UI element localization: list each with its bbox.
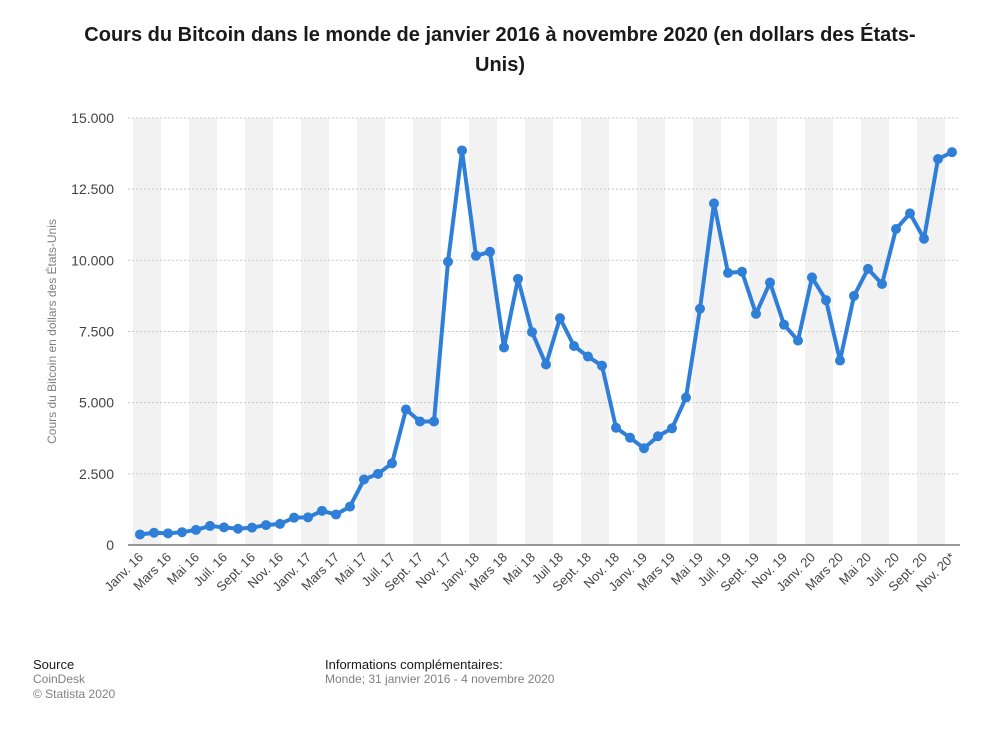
- data-point: [205, 520, 215, 531]
- data-point: [275, 518, 285, 529]
- data-point: [597, 360, 607, 371]
- y-tick-label: 7.500: [79, 324, 114, 340]
- data-point: [261, 520, 271, 531]
- data-point: [527, 327, 537, 338]
- data-point: [793, 335, 803, 346]
- data-point: [695, 303, 705, 314]
- y-tick-label: 10.000: [71, 252, 114, 268]
- data-point: [639, 443, 649, 454]
- data-point: [765, 277, 775, 288]
- y-tick-label: 15.000: [71, 110, 114, 126]
- data-point: [821, 295, 831, 306]
- data-point: [177, 527, 187, 538]
- data-point: [401, 404, 411, 415]
- data-point: [835, 355, 845, 366]
- data-point: [709, 198, 719, 209]
- data-point: [359, 474, 369, 485]
- data-point: [541, 359, 551, 370]
- data-point: [667, 423, 677, 434]
- data-point: [863, 263, 873, 274]
- y-tick-label: 0: [106, 537, 114, 553]
- data-point: [471, 250, 481, 261]
- data-point: [513, 273, 523, 284]
- data-point: [485, 246, 495, 257]
- y-axis-title: Cours du Bitcoin en dollars des États-Un…: [44, 219, 59, 444]
- data-point: [289, 512, 299, 523]
- data-point: [303, 512, 313, 523]
- data-point: [569, 341, 579, 352]
- data-point: [807, 272, 817, 283]
- data-point: [779, 319, 789, 330]
- data-point: [387, 458, 397, 469]
- data-point: [653, 431, 663, 442]
- info-heading: Informations complémentaires:: [325, 657, 503, 672]
- y-tick-label: 5.000: [79, 395, 114, 411]
- data-point: [345, 501, 355, 512]
- info-block: Informations complémentaires: Monde; 31 …: [325, 657, 554, 687]
- data-point: [135, 529, 145, 540]
- copyright-text: © Statista 2020: [33, 687, 116, 701]
- data-point: [219, 522, 229, 533]
- data-point: [919, 233, 929, 244]
- data-point: [317, 505, 327, 516]
- source-heading: Source: [33, 657, 75, 672]
- x-tick-label: Mai 18: [500, 550, 538, 588]
- y-tick-label: 12.500: [71, 181, 114, 197]
- data-point: [499, 342, 509, 353]
- data-point: [947, 147, 957, 158]
- data-point: [555, 313, 565, 324]
- data-point: [191, 524, 201, 535]
- info-text: Monde; 31 janvier 2016 - 4 novembre 2020: [325, 672, 555, 686]
- data-point: [625, 432, 635, 443]
- source-name: CoinDesk: [33, 672, 86, 686]
- data-point: [877, 278, 887, 289]
- data-point: [429, 416, 439, 427]
- data-point: [723, 267, 733, 278]
- data-point: [247, 522, 257, 533]
- data-point: [163, 528, 173, 539]
- source-block: Source CoinDesk © Statista 2020: [33, 657, 115, 702]
- chart-title: Cours du Bitcoin dans le monde de janvie…: [84, 24, 916, 76]
- data-point: [905, 208, 915, 219]
- data-point: [443, 256, 453, 267]
- data-point: [149, 527, 159, 538]
- y-tick-label: 2.500: [79, 466, 114, 482]
- data-point: [457, 145, 467, 156]
- data-point: [681, 392, 691, 403]
- data-point: [933, 153, 943, 164]
- data-point: [373, 468, 383, 479]
- data-point: [233, 523, 243, 534]
- data-point: [849, 290, 859, 301]
- data-point: [891, 224, 901, 235]
- data-point: [737, 266, 747, 277]
- data-point: [751, 308, 761, 319]
- data-point: [415, 416, 425, 427]
- data-point: [331, 509, 341, 520]
- data-point: [611, 422, 621, 433]
- data-point: [583, 351, 593, 362]
